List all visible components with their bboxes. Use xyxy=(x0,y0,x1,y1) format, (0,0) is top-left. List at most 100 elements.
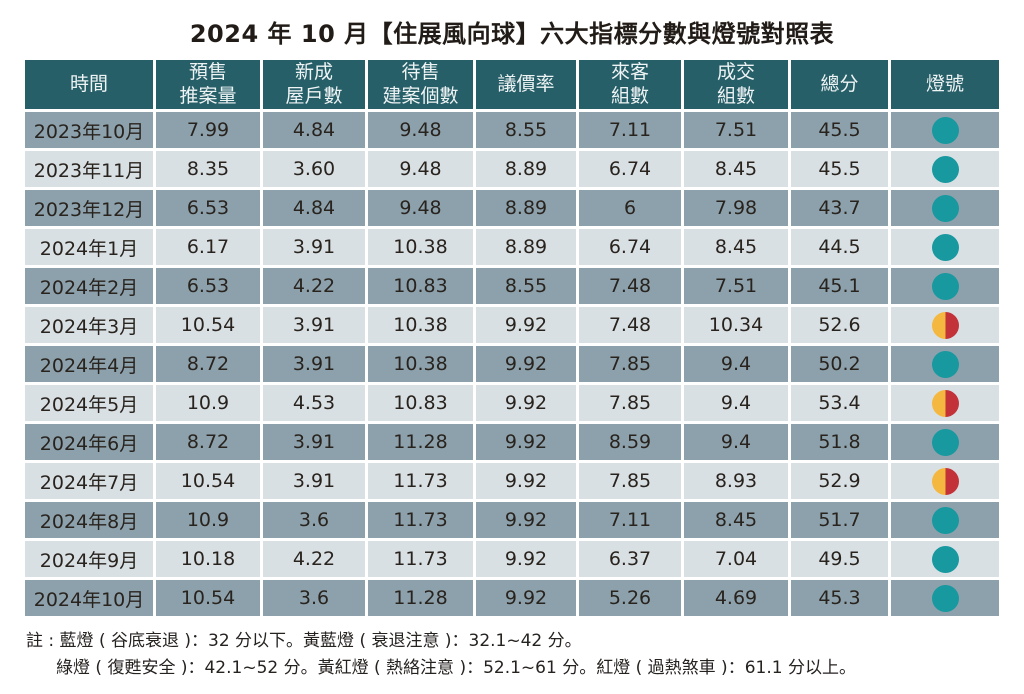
time-cell: 2024年9月 xyxy=(25,541,153,577)
value-cell: 7.48 xyxy=(579,307,681,343)
light-cell xyxy=(891,463,999,499)
value-cell: 6 xyxy=(579,190,681,226)
green-light-icon xyxy=(931,233,959,261)
time-cell: 2024年10月 xyxy=(25,580,153,616)
light-cell xyxy=(891,151,999,187)
value-cell: 7.98 xyxy=(684,190,788,226)
page-title: 2024 年 10 月【住展風向球】六大指標分數與燈號對照表 xyxy=(189,20,835,48)
value-cell: 4.22 xyxy=(263,268,365,304)
value-cell: 53.4 xyxy=(791,385,888,421)
value-cell: 3.91 xyxy=(263,229,365,265)
value-cell: 4.53 xyxy=(263,385,365,421)
value-cell: 8.55 xyxy=(476,112,576,148)
value-cell: 6.53 xyxy=(156,190,260,226)
table-row: 2024年6月 8.72 3.91 11.28 9.92 8.59 9.4 51.8 xyxy=(25,424,999,460)
value-cell: 8.89 xyxy=(476,229,576,265)
time-cell: 2024年6月 xyxy=(25,424,153,460)
column-header-new-units: 新成 屋戶數 xyxy=(263,60,365,109)
value-cell: 3.91 xyxy=(263,424,365,460)
time-cell: 2024年5月 xyxy=(25,385,153,421)
column-header-deal-groups: 成交 組數 xyxy=(684,60,788,109)
value-cell: 3.60 xyxy=(263,151,365,187)
light-cell xyxy=(891,424,999,460)
table-row: 2024年8月 10.9 3.6 11.73 9.92 7.11 8.45 51.7 xyxy=(25,502,999,538)
light-cell xyxy=(891,190,999,226)
value-cell: 8.59 xyxy=(579,424,681,460)
time-cell: 2024年4月 xyxy=(25,346,153,382)
green-light-icon xyxy=(931,506,959,534)
time-cell: 2024年2月 xyxy=(25,268,153,304)
value-cell: 10.34 xyxy=(684,307,788,343)
table-row: 2023年12月 6.53 4.84 9.48 8.89 6 7.98 43.7 xyxy=(25,190,999,226)
column-header-total-score: 總分 xyxy=(791,60,888,109)
value-cell: 3.91 xyxy=(263,307,365,343)
value-cell: 10.38 xyxy=(368,229,473,265)
value-cell: 43.7 xyxy=(791,190,888,226)
value-cell: 9.48 xyxy=(368,112,473,148)
value-cell: 11.28 xyxy=(368,424,473,460)
value-cell: 9.4 xyxy=(684,346,788,382)
time-cell: 2024年1月 xyxy=(25,229,153,265)
time-cell: 2024年7月 xyxy=(25,463,153,499)
light-cell xyxy=(891,541,999,577)
value-cell: 49.5 xyxy=(791,541,888,577)
column-header-negotiation-rate: 議價率 xyxy=(476,60,576,109)
value-cell: 9.92 xyxy=(476,307,576,343)
green-light-icon xyxy=(931,545,959,573)
column-header-visitor-groups: 來客 組數 xyxy=(579,60,681,109)
value-cell: 3.6 xyxy=(263,502,365,538)
value-cell: 45.1 xyxy=(791,268,888,304)
value-cell: 6.74 xyxy=(579,151,681,187)
value-cell: 10.83 xyxy=(368,385,473,421)
value-cell: 7.51 xyxy=(684,112,788,148)
light-cell xyxy=(891,307,999,343)
value-cell: 9.92 xyxy=(476,502,576,538)
value-cell: 6.53 xyxy=(156,268,260,304)
green-light-icon xyxy=(931,350,959,378)
value-cell: 10.9 xyxy=(156,385,260,421)
value-cell: 51.8 xyxy=(791,424,888,460)
value-cell: 4.84 xyxy=(263,190,365,226)
value-cell: 9.92 xyxy=(476,385,576,421)
time-cell: 2023年12月 xyxy=(25,190,153,226)
value-cell: 9.4 xyxy=(684,424,788,460)
value-cell: 8.72 xyxy=(156,424,260,460)
time-cell: 2024年3月 xyxy=(25,307,153,343)
time-cell: 2024年8月 xyxy=(25,502,153,538)
value-cell: 10.54 xyxy=(156,580,260,616)
light-cell xyxy=(891,268,999,304)
value-cell: 6.74 xyxy=(579,229,681,265)
column-header-time: 時間 xyxy=(25,60,153,109)
table-row: 2024年1月 6.17 3.91 10.38 8.89 6.74 8.45 44.5 xyxy=(25,229,999,265)
green-light-icon xyxy=(931,116,959,144)
light-cell xyxy=(891,229,999,265)
value-cell: 8.45 xyxy=(684,151,788,187)
footnote-line-1: 註 : 藍燈 ( 谷底衰退 )：32 分以下。黃藍燈 ( 衰退注意 )：32.1… xyxy=(26,631,582,651)
value-cell: 11.73 xyxy=(368,541,473,577)
time-cell: 2023年11月 xyxy=(25,151,153,187)
green-light-icon xyxy=(931,155,959,183)
header-row: 時間 預售 推案量 新成 屋戶數 待售 建案個數 議價率 來客 組數 成交 組數… xyxy=(25,60,999,109)
value-cell: 7.51 xyxy=(684,268,788,304)
light-cell xyxy=(891,112,999,148)
value-cell: 8.45 xyxy=(684,502,788,538)
table-row: 2024年2月 6.53 4.22 10.83 8.55 7.48 7.51 45.1 xyxy=(25,268,999,304)
value-cell: 52.6 xyxy=(791,307,888,343)
value-cell: 3.6 xyxy=(263,580,365,616)
footnote: 註 : 藍燈 ( 谷底衰退 )：32 分以下。黃藍燈 ( 衰退注意 )：32.1… xyxy=(26,628,1024,682)
value-cell: 9.48 xyxy=(368,190,473,226)
table-header: 時間 預售 推案量 新成 屋戶數 待售 建案個數 議價率 來客 組數 成交 組數… xyxy=(25,60,999,109)
value-cell: 50.2 xyxy=(791,346,888,382)
yellow-red-light-icon xyxy=(931,467,959,495)
value-cell: 7.85 xyxy=(579,463,681,499)
value-cell: 4.84 xyxy=(263,112,365,148)
value-cell: 10.54 xyxy=(156,307,260,343)
column-header-light-signal: 燈號 xyxy=(891,60,999,109)
value-cell: 9.92 xyxy=(476,346,576,382)
value-cell: 10.18 xyxy=(156,541,260,577)
value-cell: 4.22 xyxy=(263,541,365,577)
value-cell: 10.83 xyxy=(368,268,473,304)
value-cell: 10.38 xyxy=(368,307,473,343)
table-row: 2024年7月 10.54 3.91 11.73 9.92 7.85 8.93 52.9 xyxy=(25,463,999,499)
value-cell: 9.92 xyxy=(476,580,576,616)
